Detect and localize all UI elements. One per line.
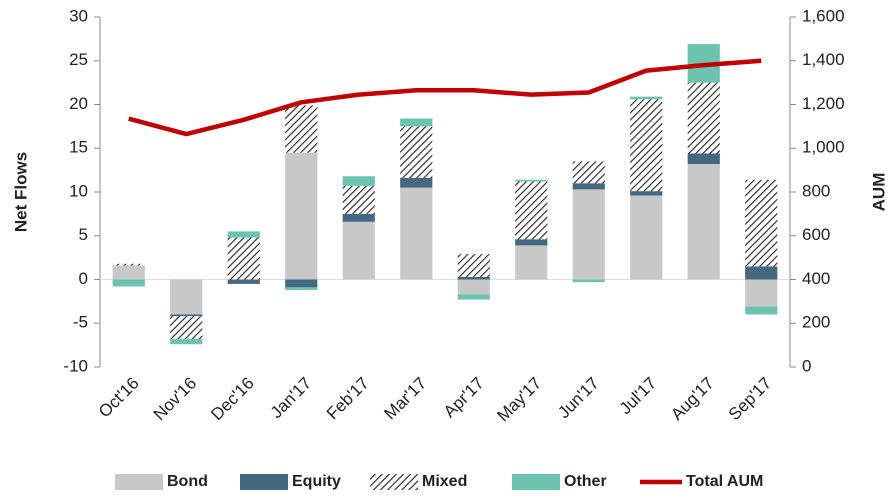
bar-segment xyxy=(342,213,375,222)
bar-segment xyxy=(285,152,318,280)
bar-segment xyxy=(285,279,318,288)
bar-segment xyxy=(227,279,260,284)
legend-label: Equity xyxy=(292,473,341,490)
y2-tick-label: 600 xyxy=(802,225,830,244)
bar-segment xyxy=(170,279,203,315)
bar-segment xyxy=(170,314,203,317)
y-tick-label: 25 xyxy=(69,50,88,69)
x-tick-label: May'17 xyxy=(493,374,545,426)
bar-segment xyxy=(400,187,433,280)
y2-tick-label: 1,200 xyxy=(802,94,845,113)
bar-segment xyxy=(515,239,548,246)
x-tick-label: Jun'17 xyxy=(554,374,602,422)
y-tick-label: 5 xyxy=(79,225,88,244)
bar-segment xyxy=(745,266,778,280)
bar-segment xyxy=(227,231,260,238)
x-tick-label: Feb'17 xyxy=(323,374,373,424)
bar-segment xyxy=(342,221,375,280)
bar-segment xyxy=(572,161,605,184)
legend-label: Bond xyxy=(167,473,208,490)
legend-label: Other xyxy=(564,473,607,490)
aum-line xyxy=(128,58,762,137)
bar-segment xyxy=(400,118,433,127)
bar-segment xyxy=(400,178,433,188)
y2-tick-label: 1,400 xyxy=(802,50,845,69)
x-tick-label: Mar'17 xyxy=(380,374,430,424)
y-tick-label: 0 xyxy=(79,269,88,288)
y2-tick-label: 1,000 xyxy=(802,138,845,157)
y2-axis-title: AUM xyxy=(869,173,888,212)
legend-swatch xyxy=(370,474,418,490)
x-tick-label: Jul'17 xyxy=(616,374,660,418)
bar-segment xyxy=(112,263,145,266)
legend-label: Mixed xyxy=(422,473,467,490)
y2-tick-label: 200 xyxy=(802,313,830,332)
x-tick-label: Jan'17 xyxy=(267,374,315,422)
bar-segment xyxy=(630,195,663,280)
bar-segment xyxy=(457,254,490,277)
bar-segment xyxy=(342,185,375,214)
bar-segment xyxy=(745,279,778,307)
y2-tick-label: 1,600 xyxy=(802,6,845,25)
bar-segment xyxy=(630,99,663,192)
x-tick-label: Nov'16 xyxy=(150,374,200,424)
bar-segment xyxy=(515,245,548,280)
y2-tick-label: 800 xyxy=(802,181,830,200)
bar-segment xyxy=(400,126,433,178)
y-axis-title: Net Flows xyxy=(11,152,30,232)
bar-segment xyxy=(457,279,490,295)
x-tick-label: Sep'17 xyxy=(725,374,775,424)
bar-segment xyxy=(745,306,778,315)
bar-segment xyxy=(112,279,145,287)
bar-segment xyxy=(572,279,605,283)
y-tick-label: -10 xyxy=(63,356,88,375)
x-tick-label: Dec'16 xyxy=(207,374,257,424)
bar-segment xyxy=(630,96,663,100)
y-tick-label: 30 xyxy=(69,6,88,25)
bar-segment xyxy=(457,294,490,300)
bar-segment xyxy=(457,276,490,280)
y2-tick-label: 0 xyxy=(802,356,811,375)
y-tick-label: -5 xyxy=(73,313,88,332)
y2-tick-label: 400 xyxy=(802,269,830,288)
y-tick-label: 10 xyxy=(69,181,88,200)
bar-segment xyxy=(170,316,203,339)
bar-segment xyxy=(112,265,145,280)
bar-segment xyxy=(515,181,548,240)
bar-segment xyxy=(687,82,720,154)
x-tick-label: Apr'17 xyxy=(440,374,488,422)
bar-segment xyxy=(687,153,720,164)
bar-segment xyxy=(515,179,548,182)
legend-swatch xyxy=(240,474,288,490)
bar-segment xyxy=(170,339,203,345)
y-tick-label: 15 xyxy=(69,138,88,157)
x-tick-label: Aug'17 xyxy=(667,374,717,424)
bar-segment xyxy=(572,183,605,190)
bar-segment xyxy=(630,191,663,196)
y-tick-label: 20 xyxy=(69,94,88,113)
bar-segment xyxy=(572,189,605,280)
bar-segment xyxy=(745,179,778,267)
bar-segment xyxy=(285,105,318,153)
bar-segment xyxy=(285,287,318,290)
x-tick-label: Oct'16 xyxy=(95,374,143,422)
legend-label: Total AUM xyxy=(686,473,763,490)
bar-segment xyxy=(342,176,375,186)
bar-segment xyxy=(227,237,260,280)
legend-swatch xyxy=(115,474,163,490)
legend-swatch xyxy=(512,474,560,490)
bar-segment xyxy=(687,164,720,280)
